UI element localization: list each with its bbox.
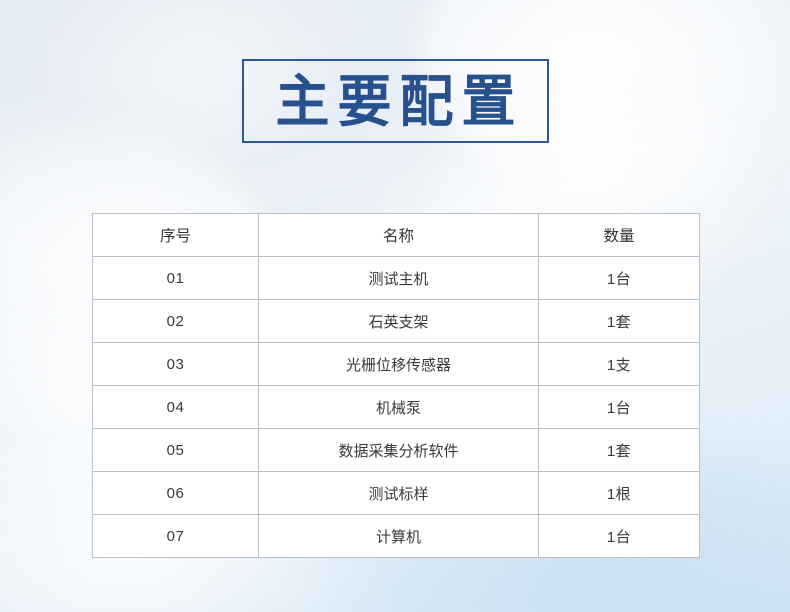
- cell-name: 数据采集分析软件: [258, 428, 539, 472]
- cell-name: 机械泵: [258, 385, 539, 429]
- cell-index: 01: [92, 256, 259, 300]
- column-header-index: 序号: [92, 213, 259, 257]
- cell-index: 04: [92, 385, 259, 429]
- cell-name: 测试主机: [258, 256, 539, 300]
- table-row: 01 测试主机 1台: [92, 256, 700, 300]
- column-header-name: 名称: [258, 213, 539, 257]
- cell-name: 石英支架: [258, 299, 539, 343]
- column-header-qty: 数量: [538, 213, 700, 257]
- cell-quantity: 1支: [538, 342, 700, 386]
- cell-quantity: 1台: [538, 385, 700, 429]
- table-row: 06 测试标样 1根: [92, 471, 700, 515]
- cell-quantity: 1套: [538, 428, 700, 472]
- page-title-box: 主要配置: [242, 59, 549, 143]
- cell-quantity: 1台: [538, 514, 700, 558]
- configuration-table: 序号 名称 数量 01 测试主机 1台 02 石英支架 1套 03: [92, 213, 700, 558]
- page-title: 主要配置: [275, 67, 524, 135]
- cell-index: 03: [92, 342, 259, 386]
- table-row: 05 数据采集分析软件 1套: [92, 428, 700, 472]
- cell-name: 光栅位移传感器: [258, 342, 539, 386]
- table-row: 03 光栅位移传感器 1支: [92, 342, 700, 386]
- cell-quantity: 1套: [538, 299, 700, 343]
- cell-quantity: 1根: [538, 471, 700, 515]
- cell-index: 02: [92, 299, 259, 343]
- cell-index: 07: [92, 514, 259, 558]
- table-header-row: 序号 名称 数量: [92, 213, 700, 257]
- table-header: 序号 名称 数量: [92, 213, 700, 257]
- cell-index: 05: [92, 428, 259, 472]
- cell-index: 06: [92, 471, 259, 515]
- cell-name: 计算机: [258, 514, 539, 558]
- table-row: 04 机械泵 1台: [92, 385, 700, 429]
- configuration-table-container: 序号 名称 数量 01 测试主机 1台 02 石英支架 1套 03: [92, 213, 700, 558]
- cell-quantity: 1台: [538, 256, 700, 300]
- table-row: 07 计算机 1台: [92, 514, 700, 558]
- table-row: 02 石英支架 1套: [92, 299, 700, 343]
- cell-name: 测试标样: [258, 471, 539, 515]
- table-body: 01 测试主机 1台 02 石英支架 1套 03 光栅位移传感器 1支 04 机…: [92, 256, 700, 558]
